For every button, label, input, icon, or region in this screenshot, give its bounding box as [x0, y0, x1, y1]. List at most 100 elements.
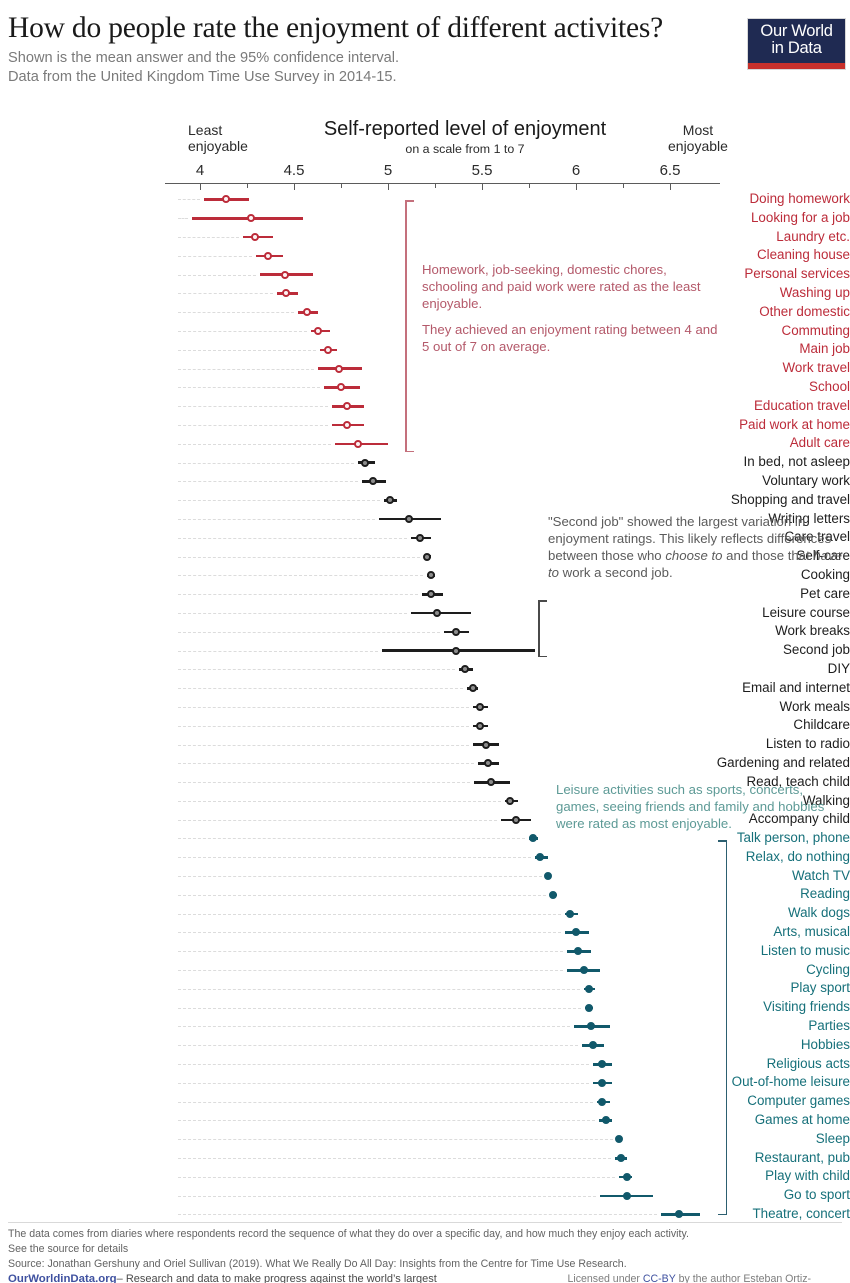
chart-row[interactable]: Walking	[0, 792, 850, 811]
mean-dot[interactable]	[483, 759, 492, 768]
chart-row[interactable]: Care travel	[0, 528, 850, 547]
chart-row[interactable]: Adult care	[0, 434, 850, 453]
mean-dot[interactable]	[566, 909, 575, 918]
mean-dot[interactable]	[622, 1172, 631, 1181]
chart-row[interactable]: In bed, not asleep	[0, 453, 850, 472]
chart-row[interactable]: Pet care	[0, 585, 850, 604]
chart-row[interactable]: Listen to music	[0, 942, 850, 961]
chart-row[interactable]: Games at home	[0, 1111, 850, 1130]
chart-row[interactable]: Cooking	[0, 566, 850, 585]
mean-dot[interactable]	[598, 1060, 607, 1069]
mean-dot[interactable]	[602, 1116, 611, 1125]
chart-row[interactable]: Parties	[0, 1017, 850, 1036]
chart-row[interactable]: Doing homework	[0, 190, 850, 209]
mean-dot[interactable]	[427, 571, 436, 580]
mean-dot[interactable]	[451, 627, 460, 636]
mean-dot[interactable]	[622, 1191, 631, 1200]
chart-row[interactable]: Play sport	[0, 979, 850, 998]
mean-dot[interactable]	[323, 345, 332, 354]
mean-dot[interactable]	[335, 364, 344, 373]
mean-dot[interactable]	[528, 834, 537, 843]
mean-dot[interactable]	[617, 1154, 626, 1163]
mean-dot[interactable]	[476, 702, 485, 711]
mean-dot[interactable]	[337, 383, 345, 392]
chart-row[interactable]: Religious acts	[0, 1055, 850, 1074]
mean-dot[interactable]	[314, 326, 323, 335]
mean-dot[interactable]	[536, 853, 545, 862]
chart-row[interactable]: Reading	[0, 885, 850, 904]
mean-dot[interactable]	[476, 721, 485, 730]
chart-row[interactable]: Self-care	[0, 547, 850, 566]
mean-dot[interactable]	[404, 514, 413, 523]
mean-dot[interactable]	[427, 590, 436, 599]
chart-row[interactable]: Work breaks	[0, 622, 850, 641]
mean-dot[interactable]	[282, 289, 291, 298]
mean-dot[interactable]	[579, 966, 588, 975]
mean-dot[interactable]	[587, 1022, 596, 1031]
chart-row[interactable]: Sleep	[0, 1130, 850, 1149]
mean-dot[interactable]	[303, 308, 312, 317]
mean-dot[interactable]	[585, 984, 594, 993]
owid-link[interactable]: OurWorldinData.org	[8, 1273, 117, 1283]
mean-dot[interactable]	[573, 947, 582, 956]
mean-dot[interactable]	[263, 251, 272, 260]
mean-dot[interactable]	[342, 420, 351, 429]
chart-row[interactable]: Theatre, concert	[0, 1205, 850, 1224]
ccby-link[interactable]: CC-BY	[642, 1273, 676, 1283]
chart-row[interactable]: Read, teach child	[0, 773, 850, 792]
chart-row[interactable]: Email and internet	[0, 679, 850, 698]
chart-row[interactable]: Restaurant, pub	[0, 1149, 850, 1168]
chart-row[interactable]: Cleaning house	[0, 246, 850, 265]
chart-row[interactable]: Writing letters	[0, 510, 850, 529]
mean-dot[interactable]	[415, 533, 424, 542]
mean-dot[interactable]	[361, 458, 370, 467]
chart-row[interactable]: Accompany child	[0, 810, 850, 829]
chart-row[interactable]: Go to sport	[0, 1186, 850, 1205]
chart-row[interactable]: DIY	[0, 660, 850, 679]
chart-row[interactable]: Paid work at home	[0, 416, 850, 435]
chart-row[interactable]: Second job	[0, 641, 850, 660]
chart-row[interactable]: Computer games	[0, 1092, 850, 1111]
mean-dot[interactable]	[353, 439, 362, 448]
chart-row[interactable]: Looking for a job	[0, 209, 850, 228]
mean-dot[interactable]	[342, 402, 351, 411]
chart-row[interactable]: Hobbies	[0, 1036, 850, 1055]
mean-dot[interactable]	[423, 552, 432, 561]
chart-row[interactable]: Washing up	[0, 284, 850, 303]
chart-row[interactable]: Leisure course	[0, 604, 850, 623]
chart-row[interactable]: Work meals	[0, 698, 850, 717]
mean-dot[interactable]	[222, 195, 231, 204]
mean-dot[interactable]	[511, 815, 520, 824]
chart-row[interactable]: Gardening and related	[0, 754, 850, 773]
mean-dot[interactable]	[543, 872, 552, 881]
mean-dot[interactable]	[675, 1210, 684, 1219]
mean-dot[interactable]	[598, 1078, 607, 1087]
mean-dot[interactable]	[598, 1097, 607, 1106]
chart-row[interactable]: Commuting	[0, 322, 850, 341]
chart-row[interactable]: Relax, do nothing	[0, 848, 850, 867]
chart-row[interactable]: Cycling	[0, 961, 850, 980]
mean-dot[interactable]	[549, 890, 558, 899]
chart-row[interactable]: Education travel	[0, 397, 850, 416]
mean-dot[interactable]	[385, 496, 394, 505]
chart-row[interactable]: Voluntary work	[0, 472, 850, 491]
chart-row[interactable]: Work travel	[0, 359, 850, 378]
mean-dot[interactable]	[468, 684, 477, 693]
chart-row[interactable]: Visiting friends	[0, 998, 850, 1017]
chart-row[interactable]: Shopping and travel	[0, 491, 850, 510]
mean-dot[interactable]	[487, 778, 496, 787]
chart-row[interactable]: Laundry etc.	[0, 228, 850, 247]
mean-dot[interactable]	[368, 477, 377, 486]
mean-dot[interactable]	[250, 232, 259, 241]
chart-row[interactable]: Childcare	[0, 716, 850, 735]
chart-row[interactable]: Watch TV	[0, 867, 850, 886]
mean-dot[interactable]	[451, 646, 460, 655]
chart-row[interactable]: Main job	[0, 340, 850, 359]
mean-dot[interactable]	[585, 1003, 594, 1012]
chart-row[interactable]: Arts, musical	[0, 923, 850, 942]
chart-row[interactable]: Other domestic	[0, 303, 850, 322]
mean-dot[interactable]	[615, 1135, 624, 1144]
mean-dot[interactable]	[432, 608, 441, 617]
owid-logo[interactable]: Our World in Data	[747, 18, 846, 70]
chart-row[interactable]: Play with child	[0, 1167, 850, 1186]
